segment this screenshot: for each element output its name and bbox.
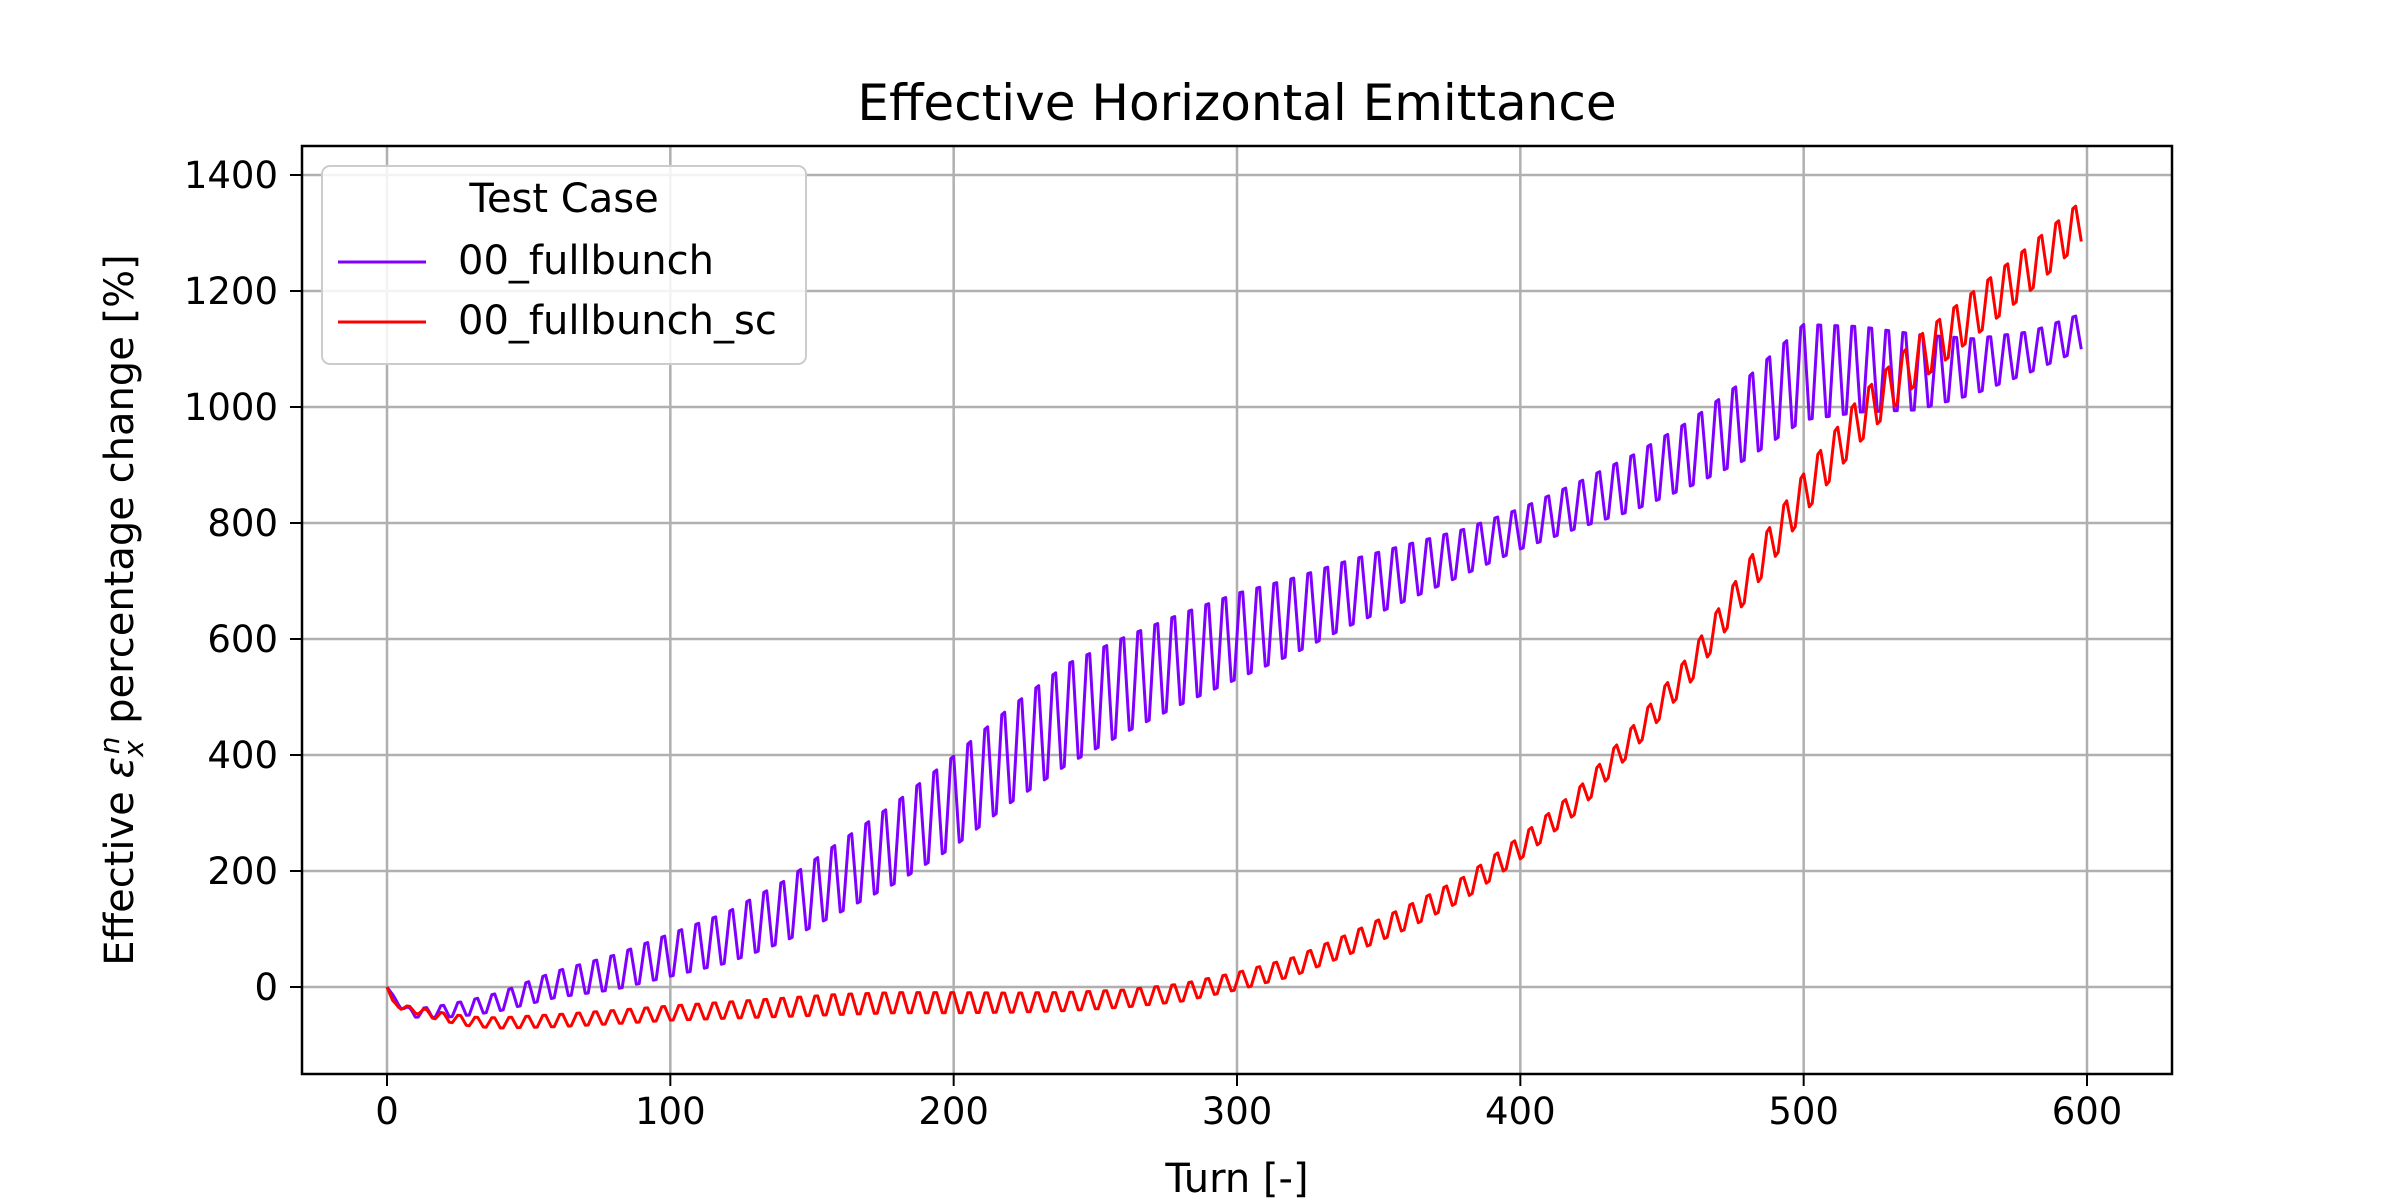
x-tick-label: 200 xyxy=(918,1090,989,1133)
y-tick-label: 1400 xyxy=(184,154,278,197)
y-axis-label-symbol: ε xyxy=(97,757,143,779)
y-tick-label: 600 xyxy=(207,618,278,661)
plot-area xyxy=(385,204,2083,1030)
legend-box xyxy=(321,165,807,365)
x-tick-label: 0 xyxy=(375,1090,399,1133)
y-tick-label: 800 xyxy=(207,502,278,545)
y-tick-label: 400 xyxy=(207,734,278,777)
x-tick-label: 500 xyxy=(1768,1090,1839,1133)
x-tick-label: 600 xyxy=(2052,1090,2123,1133)
y-axis-label: Effective εxn percentage change [%] xyxy=(93,254,150,965)
legend: Test Case 00_fullbunch 00_fullbunch_sc xyxy=(321,165,807,365)
y-tick-label: 0 xyxy=(254,966,278,1009)
y-tick-label: 1200 xyxy=(184,270,278,313)
x-tick-label: 100 xyxy=(635,1090,706,1133)
x-tick-label: 400 xyxy=(1485,1090,1556,1133)
y-axis-label-suffix: percentage change [%] xyxy=(97,254,143,736)
series-line-00-fullbunch-sc xyxy=(385,204,2083,1030)
x-axis: 0 100 200 300 400 500 600 xyxy=(375,1074,2122,1133)
legend-label-fullbunch: 00_fullbunch xyxy=(458,238,714,284)
x-axis-label: Turn [-] xyxy=(1164,1156,1308,1200)
x-tick-label: 300 xyxy=(1202,1090,1273,1133)
y-tick-label: 1000 xyxy=(184,386,278,429)
y-tick-label: 200 xyxy=(207,850,278,893)
y-axis-label-prefix: Effective xyxy=(97,779,143,966)
y-axis-label-sup: n xyxy=(93,737,126,755)
chart-title: Effective Horizontal Emittance xyxy=(857,74,1616,132)
y-axis-label-sub: x xyxy=(117,740,150,758)
y-axis: 0 200 400 600 800 1000 1200 1400 xyxy=(184,154,302,1009)
legend-label-fullbunch-sc: 00_fullbunch_sc xyxy=(458,298,777,344)
legend-title: Test Case xyxy=(468,176,658,222)
series-line-00-fullbunch xyxy=(385,314,2083,1019)
